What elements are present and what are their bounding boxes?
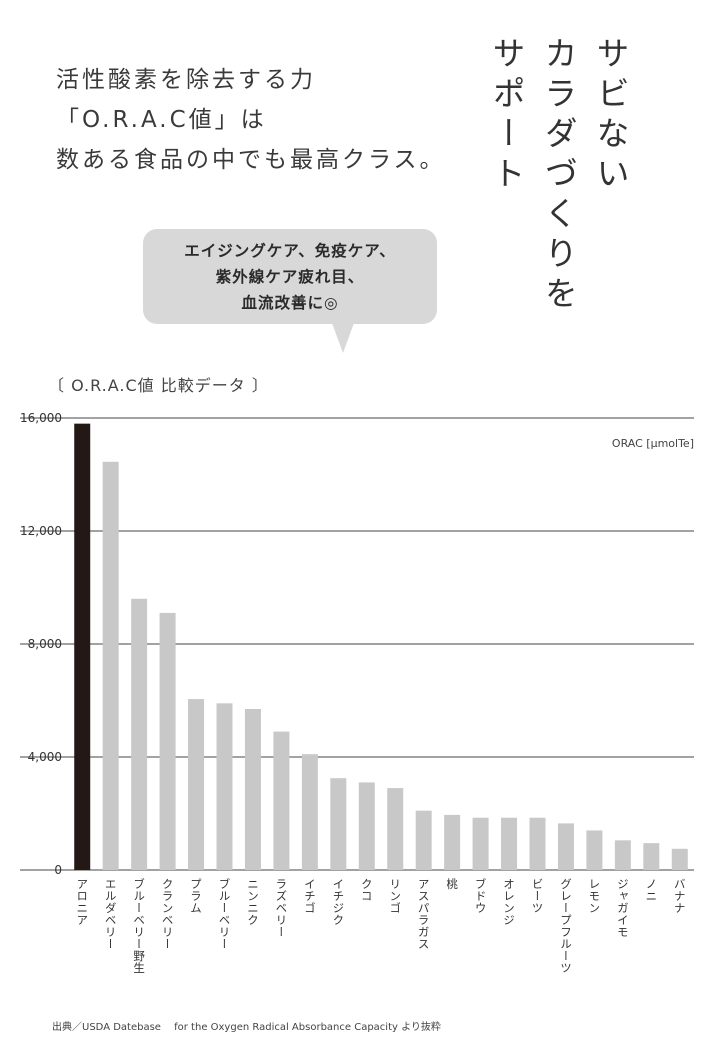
x-tick-label: ノニ <box>644 878 658 902</box>
intro-text: 活性酸素を除去する力 「O.R.A.C値」は 数ある食品の中でも最高クラス。 <box>56 60 446 180</box>
bar <box>330 778 347 870</box>
speech-bubble-tail <box>332 323 354 353</box>
bar <box>671 848 688 870</box>
vertical-title-line: サビない <box>591 36 630 196</box>
x-tick-label: イチジク <box>331 878 345 926</box>
bubble-line: 血流改善に◎ <box>241 293 339 312</box>
bubble-line: 紫外線ケア疲れ目、 <box>215 267 365 286</box>
bar <box>557 823 574 870</box>
x-tick-label: グレープフルーツ <box>559 878 573 974</box>
y-tick-label: 8,000 <box>28 637 62 651</box>
chart-heading: 〔 O.R.A.C値 比較データ 〕 <box>48 376 269 395</box>
vertical-title-line: サポート <box>487 36 526 196</box>
bar <box>614 840 631 870</box>
x-tick-label: ブルーベリー <box>218 877 232 950</box>
source-note: 出典／USDA Datebase for the Oxygen Radical … <box>52 1022 441 1033</box>
speech-bubble: エイジングケア、免疫ケア、 紫外線ケア疲れ目、 血流改善に◎ <box>143 229 437 324</box>
y-tick-label: 12,000 <box>20 524 62 538</box>
x-tick-label: エルダベリー <box>104 878 118 950</box>
x-tick-label: オレンジ <box>502 878 516 926</box>
bar <box>643 843 660 870</box>
x-tick-label: ニンニク <box>246 878 260 926</box>
bar <box>444 814 461 870</box>
vertical-title-line: カラダづくりを <box>539 36 578 316</box>
intro-line: 数ある食品の中でも最高クラス。 <box>56 147 446 173</box>
orac-bar-chart: 0 4,000 8,000 12,000 16,000 ORAC [μmolTe] アロニア… <box>20 411 694 974</box>
bar <box>358 782 375 870</box>
y-tick-label: 0 <box>54 863 62 877</box>
vertical-title: サビない カラダづくりを サポート <box>480 36 636 336</box>
bar <box>501 817 518 870</box>
bar <box>216 703 233 870</box>
x-tick-label: リンゴ <box>388 878 402 914</box>
bar <box>131 598 148 870</box>
bar <box>159 612 176 870</box>
y-tick-label: 4,000 <box>28 750 62 764</box>
bar <box>188 699 205 870</box>
bar <box>102 461 119 870</box>
x-tick-label: ブルーベリー野生 <box>132 877 146 974</box>
bar <box>74 423 91 870</box>
x-tick-label: アロニア <box>75 878 89 926</box>
bubble-line: エイジングケア、免疫ケア、 <box>184 241 396 260</box>
x-tick-label: ラズベリー <box>274 878 288 938</box>
unit-label: ORAC [μmolTe] <box>612 437 694 450</box>
x-tick-label: バナナ <box>673 878 687 914</box>
bar <box>586 830 603 870</box>
bar <box>472 817 489 870</box>
x-tick-label: アスパラガス <box>417 878 431 950</box>
bar <box>244 708 261 870</box>
x-tick-label: レモン <box>587 878 601 914</box>
bar <box>415 810 432 870</box>
intro-line: 「O.R.A.C値」は <box>56 107 267 133</box>
y-tick-label: 16,000 <box>20 411 62 425</box>
x-tick-label: 桃 <box>445 877 459 890</box>
x-tick-label: ジャガイモ <box>616 878 630 938</box>
x-tick-label: プラム <box>189 878 203 914</box>
x-tick-label: クランベリー <box>161 878 175 950</box>
x-tick-label: イチゴ <box>303 878 317 914</box>
x-tick-label: ブドウ <box>474 877 488 914</box>
bar <box>301 754 318 870</box>
bar <box>529 817 546 870</box>
bar <box>387 788 404 870</box>
x-tick-label: ビーツ <box>531 878 545 914</box>
x-tick-label: クコ <box>360 878 374 902</box>
intro-line: 活性酸素を除去する力 <box>56 67 316 93</box>
bar <box>273 731 290 870</box>
